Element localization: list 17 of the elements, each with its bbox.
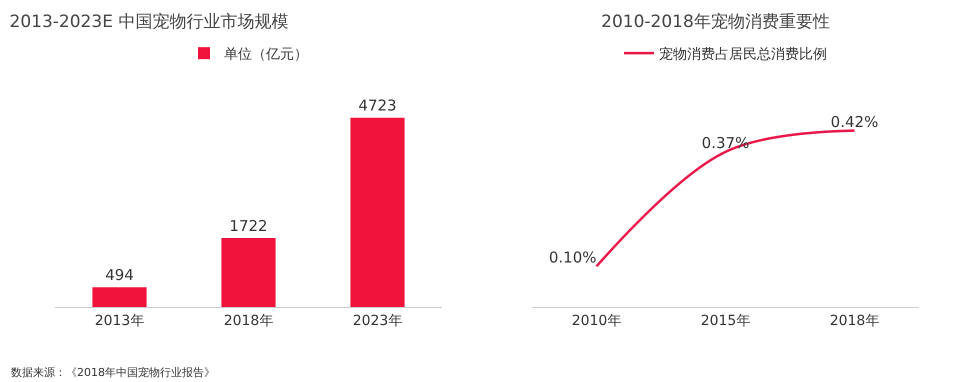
data-label: 1722 bbox=[229, 216, 268, 235]
x-tick-label: 2018年 bbox=[224, 312, 274, 329]
x-tick-label: 2018年 bbox=[830, 312, 880, 329]
data-label: 4723 bbox=[358, 96, 397, 115]
chart-title: 2010-2018年宠物消费重要性 bbox=[601, 12, 830, 32]
data-label: 494 bbox=[105, 266, 134, 284]
x-tick-label: 2013年 bbox=[94, 312, 144, 329]
x-tick-label: 2023年 bbox=[352, 312, 402, 329]
chart-title: 2013-2023E 中国宠物行业市场规模 bbox=[10, 12, 288, 32]
legend-label: 宠物消费占居民总消费比例 bbox=[659, 46, 827, 63]
legend-label: 单位（亿元） bbox=[224, 46, 308, 63]
x-tick-label: 2010年 bbox=[572, 312, 622, 329]
data-label: 0.37% bbox=[702, 134, 750, 152]
data-label: 0.10% bbox=[548, 248, 596, 267]
source-note: 数据来源：《2018年中国宠物行业报告》 bbox=[11, 366, 215, 379]
x-tick-label: 2015年 bbox=[700, 312, 750, 329]
data-label: 0.42% bbox=[830, 112, 878, 131]
